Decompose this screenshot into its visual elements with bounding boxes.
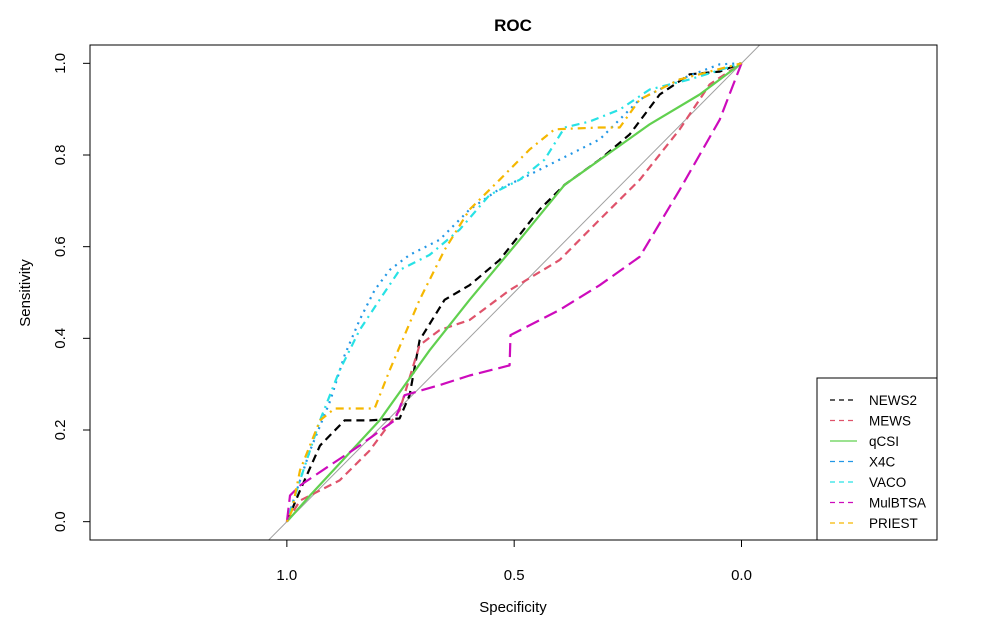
x-tick-label: 1.0	[276, 567, 297, 584]
legend-label-mulbtsa: MulBTSA	[869, 496, 926, 511]
x-tick-label: 0.5	[504, 567, 525, 584]
legend: NEWS2 MEWS qCSI X4C VACO MulBTSA PRIEST	[816, 377, 938, 541]
legend-label-vaco: VACO	[869, 475, 906, 490]
legend-label-priest: PRIEST	[869, 516, 918, 531]
y-tick-label: 1.0	[52, 53, 69, 74]
y-tick-label: 0.6	[52, 236, 69, 257]
y-tick-label: 0.2	[52, 420, 69, 441]
chart-title: ROC	[494, 16, 532, 35]
y-tick-label: 0.4	[52, 328, 69, 349]
x-axis-label: Specificity	[479, 599, 547, 616]
legend-label-x4c: X4C	[869, 455, 896, 470]
legend-label-news2: NEWS2	[869, 393, 917, 408]
roc-curve-news2	[285, 62, 742, 523]
x-tick-label: 0.0	[731, 567, 752, 584]
legend-label-qcsi: qCSI	[869, 434, 899, 449]
roc-curve-mulbtsa	[285, 62, 743, 522]
y-tick-label: 0.8	[52, 145, 69, 166]
roc-curve-qcsi	[286, 62, 743, 523]
y-axis-label: Sensitivity	[17, 259, 34, 327]
legend-box	[816, 377, 938, 541]
legend-label-mews: MEWS	[869, 414, 911, 429]
roc-curve-mews	[285, 62, 743, 523]
y-tick-label: 0.0	[52, 511, 69, 532]
roc-curve-priest	[285, 62, 742, 523]
reference-diagonal-line	[267, 45, 761, 540]
roc-curve-vaco	[285, 62, 742, 523]
